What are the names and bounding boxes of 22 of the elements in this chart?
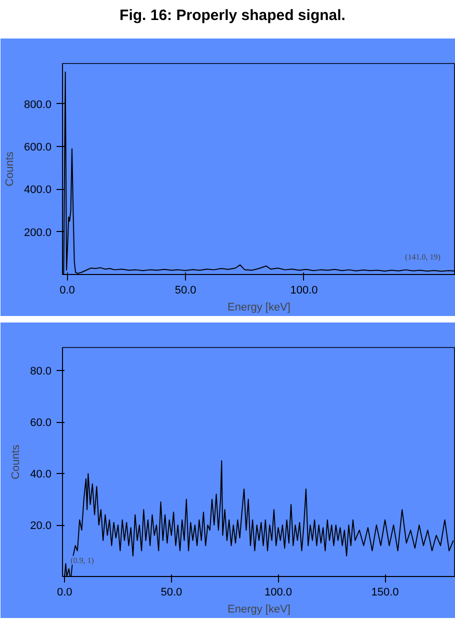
x-axis-title: Energy [keV] bbox=[228, 302, 290, 314]
y-tick-label: 60.0 bbox=[30, 417, 52, 430]
x-tick-label: 50.0 bbox=[160, 586, 182, 598]
annotation: (0.9, 1) bbox=[70, 556, 94, 565]
x-axis-title: Energy [keV] bbox=[228, 604, 290, 616]
annotation: (141.0, 19) bbox=[405, 252, 441, 262]
x-tick-label: 0.0 bbox=[56, 586, 72, 598]
x-tick-label: 100.0 bbox=[290, 284, 318, 296]
y-tick-label: 40.0 bbox=[30, 468, 52, 481]
y-tick-label: 400.0 bbox=[24, 184, 52, 196]
y-tick-label: 80.0 bbox=[30, 366, 52, 378]
y-tick-label: 200.0 bbox=[24, 226, 52, 239]
x-tick-label: 0.0 bbox=[60, 284, 75, 296]
x-tick-label: 150.0 bbox=[371, 586, 399, 598]
y-tick-label: 800.0 bbox=[24, 98, 52, 111]
y-axis-title: Counts bbox=[4, 151, 16, 186]
x-tick-label: 50.0 bbox=[174, 284, 196, 296]
y-tick-label: 20.0 bbox=[30, 520, 52, 532]
x-tick-label: 100.0 bbox=[264, 586, 292, 598]
chart-title: Fig. 16: Properly shaped signal. bbox=[120, 6, 346, 26]
y-axis-title: Counts bbox=[10, 444, 22, 480]
y-tick-label: 600.0 bbox=[24, 142, 52, 154]
